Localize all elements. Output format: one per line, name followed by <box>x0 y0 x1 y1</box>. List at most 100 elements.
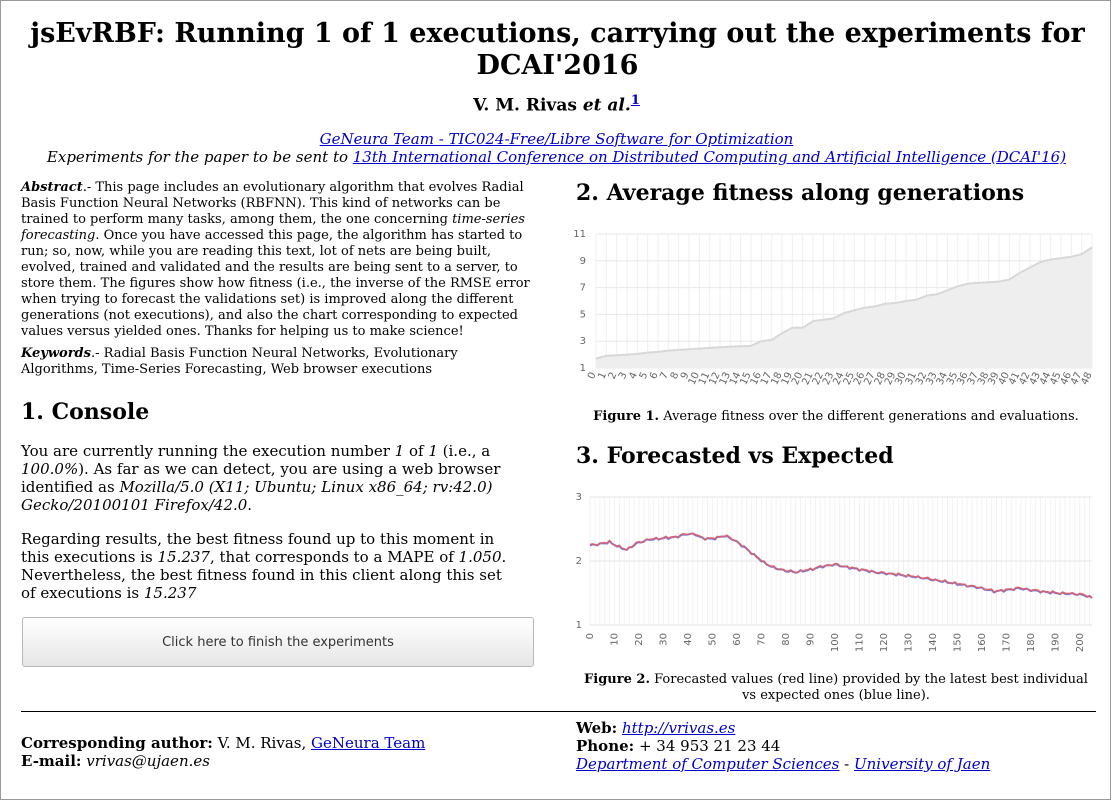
web-line: Web: http://vrivas.es <box>576 719 990 737</box>
x-tick-label: 39 <box>986 371 1001 387</box>
x-tick-label: 10 <box>609 633 620 646</box>
user-agent: Mozilla/5.0 (X11; Ubuntu; Linux x86_64; … <box>21 478 493 514</box>
figure-1-label: Figure 1. <box>593 409 660 424</box>
x-tick-label: 0 <box>585 633 596 639</box>
x-tick-label: 4 <box>627 371 640 381</box>
abstract: Abstract.- This page includes an evoluti… <box>21 180 536 340</box>
author-etal: et al. <box>582 95 631 116</box>
keywords-label: Keywords <box>21 346 91 361</box>
x-tick-label: 170 <box>1001 633 1012 652</box>
x-tick-label: 29 <box>883 371 898 387</box>
x-tick-label: 80 <box>781 633 792 646</box>
x-tick-label: 19 <box>780 371 795 387</box>
corr-name: V. M. Rivas, <box>212 734 311 752</box>
y-tick-label: 9 <box>580 256 586 267</box>
phone-value: + 34 953 21 23 44 <box>634 737 781 755</box>
x-tick-label: 20 <box>790 371 805 387</box>
x-tick-label: 28 <box>873 371 888 387</box>
authors: V. M. Rivas et al.1 <box>0 93 1113 116</box>
x-tick-label: 18 <box>769 371 784 387</box>
console-paragraph-2: Regarding results, the best fitness foun… <box>21 530 521 602</box>
x-tick-label: 13 <box>718 371 733 387</box>
keywords: Keywords.- Radial Basis Function Neural … <box>21 346 536 378</box>
x-tick-label: 37 <box>966 371 981 387</box>
x-tick-label: 32 <box>914 371 929 387</box>
console-text: ). As far as we can detect, you are usin… <box>21 460 501 496</box>
author-names: V. M. Rivas <box>473 95 577 116</box>
forecasted-line <box>589 532 1093 599</box>
x-tick-label: 110 <box>854 633 865 652</box>
corresponding-author: Corresponding author: V. M. Rivas, GeNeu… <box>21 734 425 752</box>
x-tick-label: 6 <box>648 371 661 381</box>
dept-separator: - <box>839 755 854 773</box>
conference-link[interactable]: 13th International Conference on Distrib… <box>352 148 1067 166</box>
x-tick-label: 1 <box>596 371 609 381</box>
x-tick-label: 10 <box>687 371 702 387</box>
fitness-heading: 2. Average fitness along generations <box>576 180 1025 206</box>
footer-divider <box>21 711 1096 712</box>
console-text: You are currently running the execution … <box>21 442 395 460</box>
x-tick-label: 34 <box>935 371 950 387</box>
x-tick-label: 27 <box>862 371 877 387</box>
x-tick-label: 180 <box>1026 633 1037 652</box>
x-tick-label: 50 <box>707 633 718 646</box>
figure-1-caption: Figure 1. Average fitness over the diffe… <box>576 409 1096 425</box>
fitness-area <box>596 247 1092 368</box>
abstract-label: Abstract <box>21 180 83 195</box>
x-tick-label: 190 <box>1050 633 1061 652</box>
fitness-chart: 1357911012345678910111213141516171819202… <box>573 229 1094 387</box>
y-tick-label: 1 <box>580 363 586 374</box>
console-text: . <box>247 496 253 514</box>
x-tick-label: 3 <box>617 371 630 381</box>
x-tick-label: 160 <box>977 633 988 652</box>
x-tick-label: 23 <box>821 371 836 387</box>
x-tick-label: 26 <box>852 371 867 387</box>
x-tick-label: 46 <box>1059 371 1074 387</box>
y-tick-label: 1 <box>576 620 582 631</box>
x-tick-label: 130 <box>903 633 914 652</box>
x-tick-label: 2 <box>607 371 620 381</box>
dept-line: Department of Computer Sciences - Univer… <box>576 755 990 773</box>
mape-value: 1.050 <box>458 548 502 566</box>
team-link[interactable]: GeNeura Team - TIC024-Free/Libre Softwar… <box>319 130 794 148</box>
forecast-heading: 3. Forecasted vs Expected <box>576 443 894 469</box>
execution-total: 1 <box>428 442 438 460</box>
x-tick-label: 40 <box>997 371 1012 387</box>
x-tick-label: 140 <box>928 633 939 652</box>
x-tick-label: 5 <box>638 371 651 381</box>
x-tick-label: 40 <box>683 633 694 646</box>
x-tick-label: 30 <box>893 371 908 387</box>
figure-2-text: Forecasted values (red line) provided by… <box>649 672 1088 703</box>
console-heading: 1. Console <box>21 399 150 425</box>
x-tick-label: 14 <box>728 371 743 387</box>
x-tick-label: 45 <box>1048 371 1063 387</box>
x-tick-label: 60 <box>732 633 743 646</box>
keywords-text: .- Radial Basis Function Neural Networks… <box>21 346 458 377</box>
x-tick-label: 25 <box>842 371 857 387</box>
phone-line: Phone: + 34 953 21 23 44 <box>576 737 990 755</box>
y-tick-label: 3 <box>576 492 582 503</box>
x-tick-label: 9 <box>679 371 692 381</box>
finish-experiments-button[interactable]: Click here to finish the experiments <box>22 617 534 667</box>
abstract-text-2: . Once you have accessed this page, the … <box>21 228 530 339</box>
x-tick-label: 120 <box>879 633 890 652</box>
client-best-fitness: 15.237 <box>143 584 197 602</box>
footnote-link[interactable]: 1 <box>630 93 640 108</box>
console-text: (i.e., a <box>437 442 491 460</box>
email-label: E-mail: <box>21 752 82 770</box>
x-tick-label: 22 <box>811 371 826 387</box>
university-link[interactable]: University of Jaen <box>854 755 991 773</box>
x-tick-label: 0 <box>586 371 599 381</box>
web-link[interactable]: http://vrivas.es <box>621 719 736 737</box>
email-value: vrivas@ujaen.es <box>86 752 210 770</box>
x-tick-label: 7 <box>658 371 671 381</box>
team-line: GeNeura Team - TIC024-Free/Libre Softwar… <box>0 130 1113 148</box>
x-tick-label: 12 <box>707 371 722 387</box>
x-tick-label: 15 <box>738 371 753 387</box>
console-text: of <box>404 442 429 460</box>
department-link[interactable]: Department of Computer Sciences <box>576 755 840 773</box>
corr-team-link[interactable]: GeNeura Team <box>311 734 426 752</box>
x-tick-label: 90 <box>805 633 816 646</box>
x-tick-label: 16 <box>749 371 764 387</box>
